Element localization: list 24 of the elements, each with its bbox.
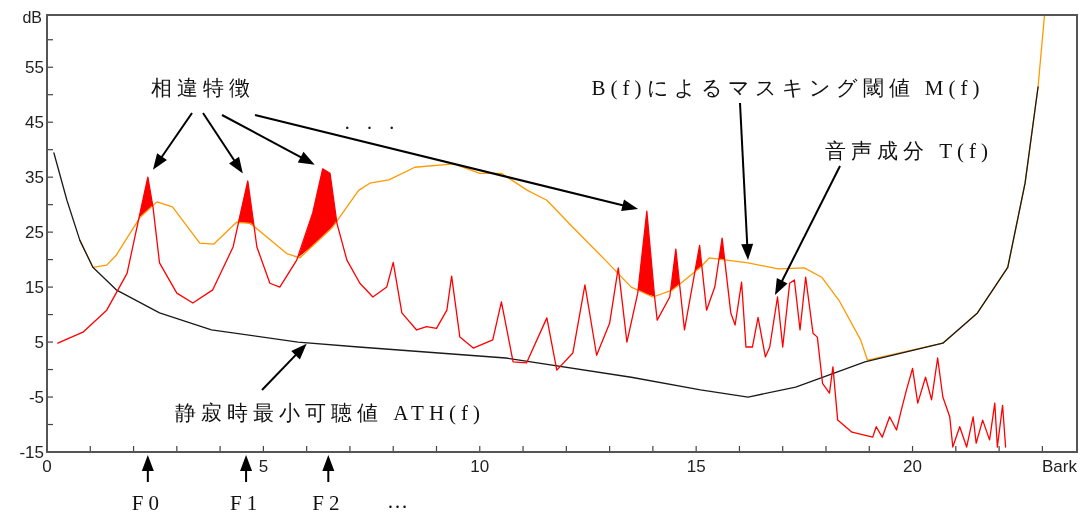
text: … [387,489,413,513]
x-tick-label: 0 [42,457,52,476]
annotation: 静寂時最小可聴値 ATH(f) [174,401,486,425]
annotation: B(f)によるマスキング閾値 M(f) [591,76,985,100]
annotation: 音声成分 T(f) [824,139,994,163]
x-tick-label: 20 [903,457,923,476]
y-axis-title: dB [22,9,42,26]
x-tick-label: 15 [686,457,706,476]
annotation: 相違特徴 [151,76,255,100]
annotation: F2 [312,491,345,515]
annotation: · · · [343,116,401,140]
y-tick-label: 55 [25,58,44,78]
x-axis-title: Bark [1042,457,1078,476]
y-tick-label: -5 [28,388,44,408]
y-tick-label: -15 [19,443,44,462]
x-tick-label: 10 [470,457,490,476]
y-tick-label: 15 [25,278,44,298]
annotation: F0 [131,491,164,515]
x-tick-label: 5 [258,457,269,476]
y-tick-label: 45 [25,113,44,133]
y-tick-label: 25 [25,223,44,243]
y-tick-label: 35 [25,168,44,188]
annotation: F1 [229,491,263,515]
y-tick-label: 5 [34,333,44,353]
